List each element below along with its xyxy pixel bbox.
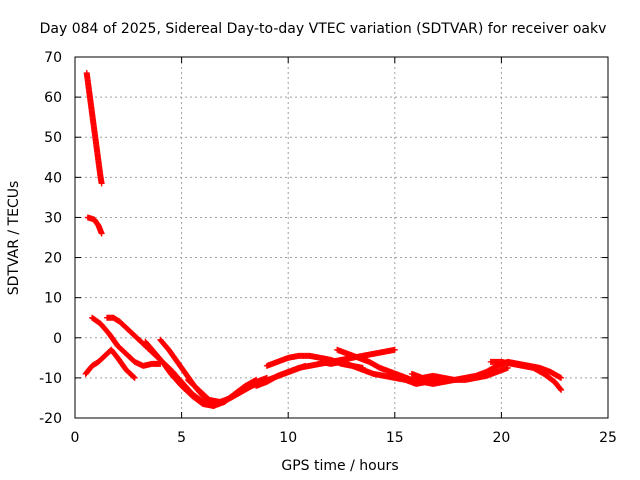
chart-title: Day 084 of 2025, Sidereal Day-to-day VTE… <box>40 21 607 37</box>
y-tick-label: 0 <box>53 331 62 347</box>
series-track-k <box>317 358 441 387</box>
plot-frame <box>74 56 609 419</box>
series-track-d <box>89 314 164 369</box>
data-point <box>558 386 565 393</box>
y-tick-label: -10 <box>39 371 62 387</box>
data-point <box>557 386 564 393</box>
y-tick-label: 70 <box>44 50 62 66</box>
tick-labels: 0 5 10 15 20 25 -20 -10 0 10 20 30 40 50 60 70 <box>39 50 617 446</box>
data-point <box>130 374 137 381</box>
y-axis-label: SDTVAR / TECUs <box>6 181 22 296</box>
data-point <box>98 180 105 187</box>
x-tick-label: 10 <box>279 430 297 446</box>
series-track-c <box>82 346 138 381</box>
y-tick-label: 10 <box>44 291 62 307</box>
y-tick-label: 20 <box>44 251 62 267</box>
grid <box>75 57 608 418</box>
series-track-n <box>487 358 565 393</box>
y-tick-label: 50 <box>44 130 62 146</box>
data-point <box>391 346 398 353</box>
data-point <box>131 374 138 381</box>
y-tick-label: 40 <box>44 170 62 186</box>
data-marks <box>82 70 565 409</box>
x-axis-label: GPS time / hours <box>281 458 398 474</box>
data-point <box>558 374 565 381</box>
x-tick-label: 20 <box>492 430 510 446</box>
series-track-b <box>84 214 105 237</box>
data-point <box>98 230 105 237</box>
x-tick-label: 15 <box>386 430 404 446</box>
axis-ticks <box>74 56 609 419</box>
series-track-a <box>83 70 105 187</box>
x-tick-label: 0 <box>71 430 80 446</box>
y-tick-label: 60 <box>44 90 62 106</box>
x-tick-label: 5 <box>177 430 186 446</box>
x-tick-label: 25 <box>599 430 617 446</box>
y-tick-label: -20 <box>39 411 62 427</box>
y-tick-label: 30 <box>44 210 62 226</box>
